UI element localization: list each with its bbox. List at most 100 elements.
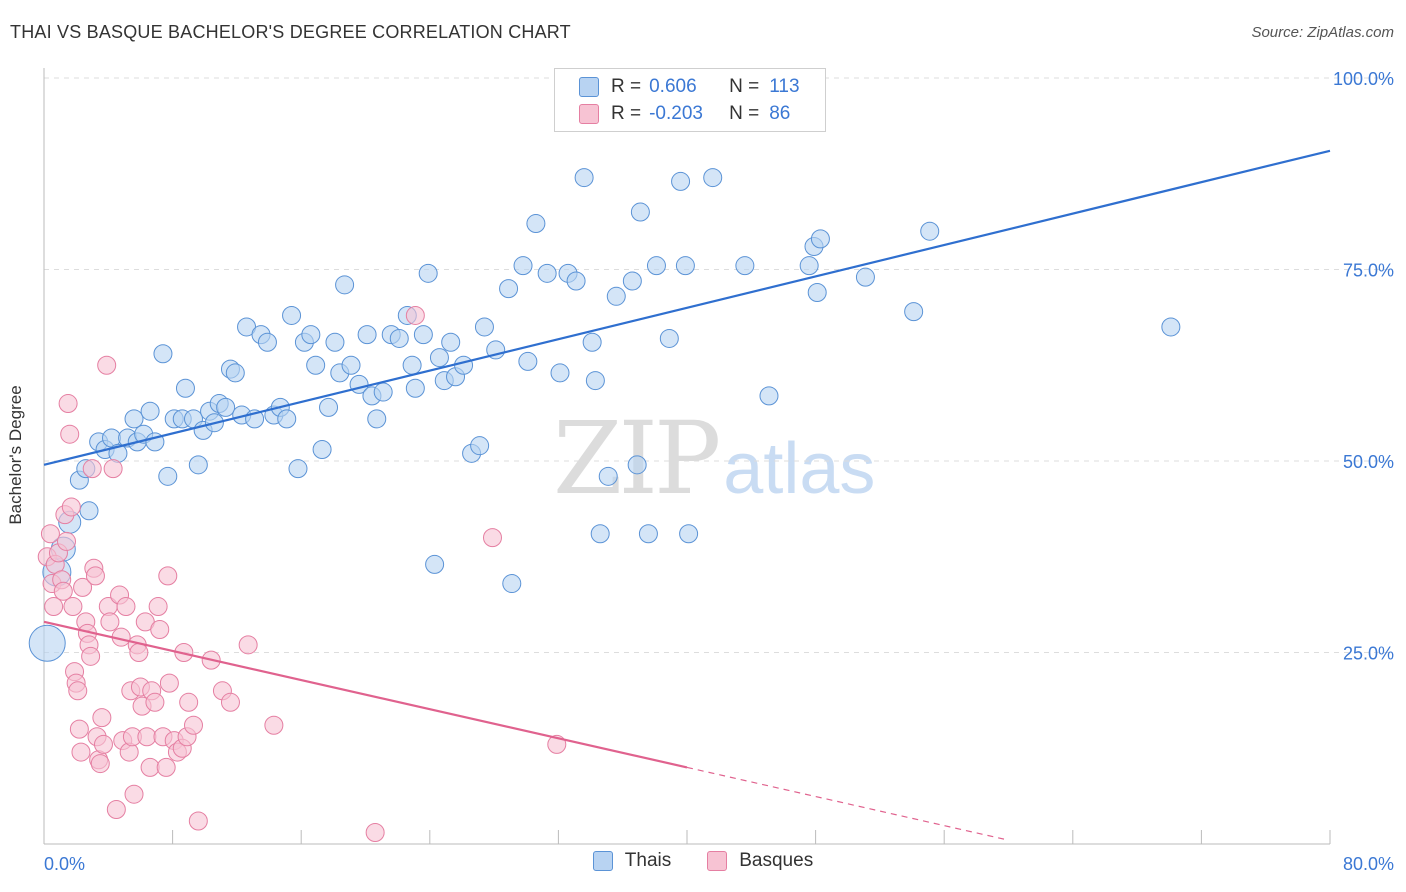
thai-point [598, 466, 618, 486]
basque-point [100, 612, 120, 632]
basque-point [81, 646, 101, 666]
basque-point [159, 673, 179, 693]
basque-point [40, 524, 60, 544]
y-tick-label: 75.0% [1343, 261, 1394, 281]
thais-legend-swatch [592, 851, 613, 871]
thai-point [405, 378, 425, 398]
basque-point [68, 681, 88, 701]
thai-point [759, 386, 779, 406]
thai-point [606, 286, 626, 306]
thai-point [807, 282, 827, 302]
basque-point [405, 305, 425, 325]
thai-point [335, 275, 355, 295]
n-label: N = [729, 76, 760, 97]
basque-point [53, 581, 73, 601]
legend-item-thais[interactable]: Thais [592, 850, 671, 872]
thai-point [277, 409, 297, 429]
legend-label-basques: Basques [739, 850, 814, 871]
basques-swatch [579, 104, 599, 124]
thai-point [470, 436, 490, 456]
source-label: Source: ZipAtlas.com [1251, 24, 1394, 41]
thai-point [188, 455, 208, 475]
thai-point [537, 263, 557, 283]
thai-point [301, 325, 321, 345]
legend-row-thais: R = 0.606 N = 113 [579, 74, 800, 100]
thai-point [425, 554, 445, 574]
thai-point [28, 624, 66, 662]
basque-point [264, 715, 284, 735]
basque-point [103, 459, 123, 479]
basque-point [69, 719, 89, 739]
thai-point [920, 221, 940, 241]
thai-point [582, 332, 602, 352]
thai-point [1161, 317, 1181, 337]
basque-point [158, 566, 178, 586]
thai-point [306, 355, 326, 375]
basque-point [482, 528, 502, 548]
thai-point [282, 305, 302, 325]
basque-point [137, 727, 157, 747]
basque-point [183, 715, 203, 735]
correlation-legend: R = 0.606 N = 113 R = -0.203 N = 86 [554, 68, 826, 132]
thai-point [389, 328, 409, 348]
basque-point [365, 823, 385, 843]
y-tick-label: 100.0% [1333, 69, 1394, 89]
r-label: R = [611, 76, 642, 97]
basque-point [58, 394, 78, 414]
thai-point [367, 409, 387, 429]
thai-point [175, 378, 195, 398]
basque-point [150, 620, 170, 640]
n-value-thais: 113 [769, 76, 800, 97]
basque-point [145, 692, 165, 712]
r-value-thais: 0.606 [649, 76, 697, 97]
y-tick-label: 25.0% [1343, 644, 1394, 664]
thai-point [646, 256, 666, 276]
thai-point [312, 440, 332, 460]
thai-point [225, 363, 245, 383]
thai-point [429, 348, 449, 368]
thai-point [574, 168, 594, 188]
thai-point [735, 256, 755, 276]
basque-point [179, 692, 199, 712]
legend-item-basques[interactable]: Basques [707, 850, 813, 872]
basque-point [116, 597, 136, 617]
legend-row-basques: R = -0.203 N = 86 [579, 101, 790, 127]
r-label: R = [611, 103, 642, 124]
basque-point [85, 566, 105, 586]
basque-point [82, 459, 102, 479]
basque-point [93, 734, 113, 754]
zipatlas-watermark: ZIPatlas [553, 400, 875, 517]
basque-point [119, 742, 139, 762]
thais-swatch [579, 77, 599, 97]
basque-trend-line [43, 620, 688, 769]
x-tick-label: 80.0% [1343, 854, 1394, 874]
thai-point [659, 328, 679, 348]
series-legend: Thais Basques [0, 850, 1406, 872]
thai-point [325, 332, 345, 352]
thai-point [441, 332, 461, 352]
basque-point [238, 635, 258, 655]
thai-point [257, 332, 277, 352]
watermark-atlas: atlas [723, 429, 876, 509]
thai-point [418, 263, 438, 283]
basque-point [188, 811, 208, 831]
thai-point [502, 574, 522, 594]
basque-point [124, 784, 144, 804]
basque-trend-extension [686, 766, 1009, 841]
basque-point [71, 742, 91, 762]
thai-point [474, 317, 494, 337]
thai-point [357, 325, 377, 345]
basque-point [106, 800, 126, 820]
basque-point [73, 577, 93, 597]
thai-point [140, 401, 160, 421]
thai-point [153, 344, 173, 364]
thai-point [810, 229, 830, 249]
thai-point [622, 271, 642, 291]
basques-legend-swatch [707, 851, 728, 871]
thai-point [590, 524, 610, 544]
basque-point [57, 531, 77, 551]
thai-point [454, 355, 474, 375]
thai-point [526, 214, 546, 234]
thai-point [518, 351, 538, 371]
